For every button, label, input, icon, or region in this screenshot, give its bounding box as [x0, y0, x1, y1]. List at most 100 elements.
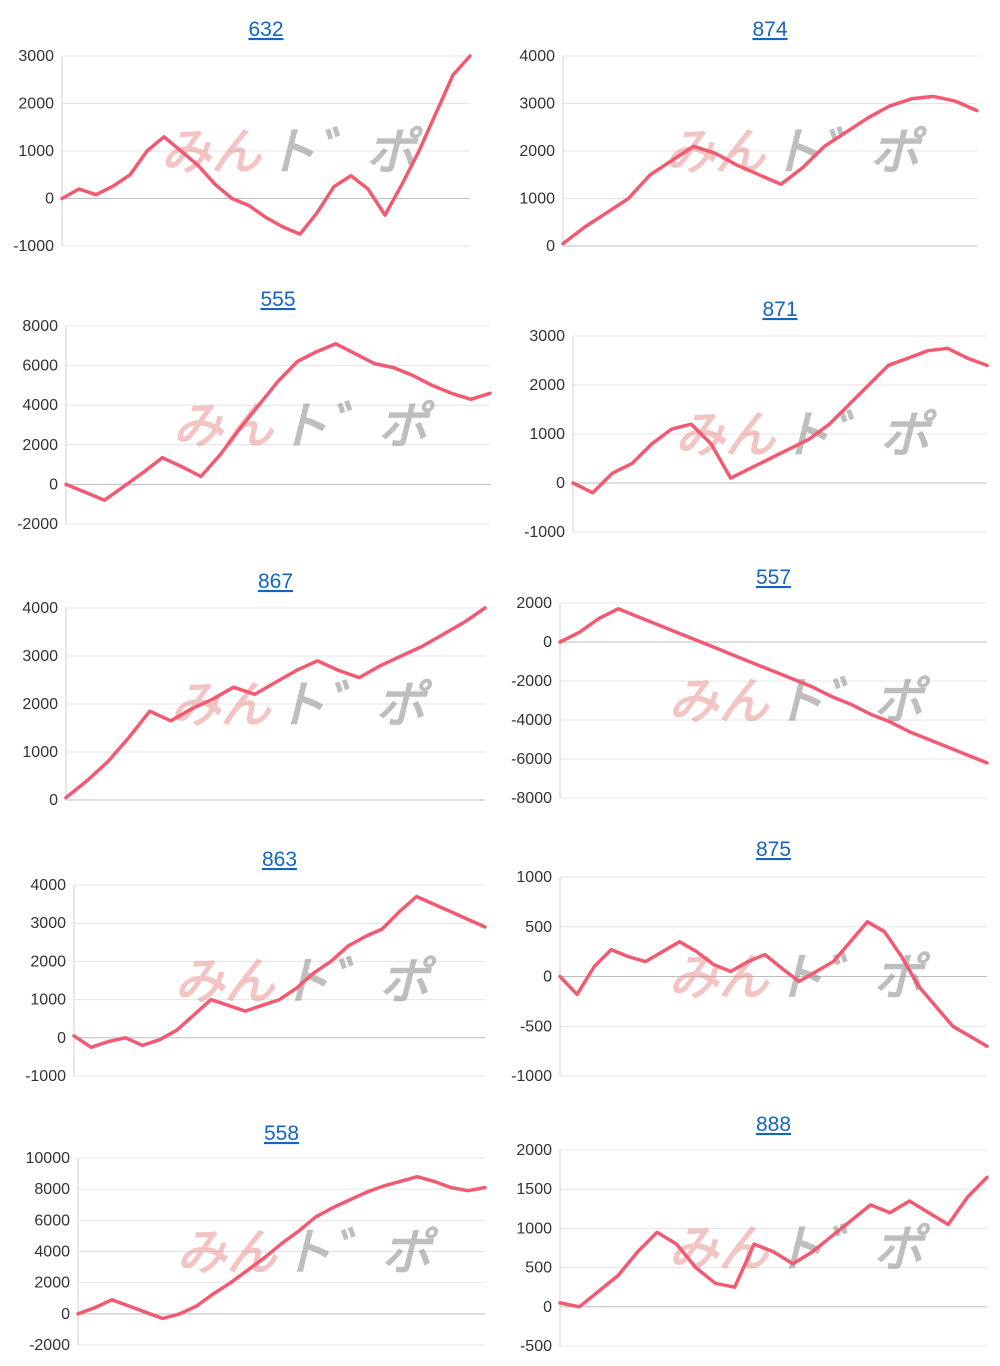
y-tick-label: 0: [57, 1030, 66, 1047]
watermark-logo: ト゛ポ: [276, 676, 434, 734]
line-chart: 632 -1000 0 1000 2000 3000 みん ト゛ポ: [13, 18, 472, 255]
y-tick-label: -1000: [13, 238, 54, 255]
y-tick-label: 10000: [26, 1150, 71, 1167]
y-tick-label: 2000: [516, 595, 552, 612]
watermark-logo: みん: [669, 1220, 771, 1278]
y-tick-label: -2000: [17, 516, 58, 533]
chart-title-link[interactable]: 632: [248, 18, 283, 41]
y-tick-label: 3000: [18, 48, 54, 65]
y-tick-label: 8000: [22, 318, 58, 335]
series-line: [558, 920, 989, 1048]
watermark-logo: みん: [669, 673, 771, 731]
chart-title-link[interactable]: 863: [262, 848, 297, 871]
y-tick-label: 0: [543, 969, 552, 986]
y-tick-label: 2000: [22, 437, 58, 454]
y-tick-label: 6000: [22, 358, 58, 375]
series-line: [561, 94, 979, 246]
watermark-logo: ト゛ポ: [774, 1220, 932, 1278]
series-line: [558, 1175, 989, 1309]
y-tick-label: 3000: [529, 328, 565, 345]
y-tick-label: 0: [45, 191, 54, 208]
y-tick-label: -2000: [511, 673, 552, 690]
series-line: [571, 346, 989, 495]
y-tick-label: 6000: [34, 1212, 70, 1229]
y-tick-label: 2000: [516, 1142, 552, 1159]
y-tick-label: 1000: [22, 744, 58, 761]
y-tick-label: -500: [520, 1018, 552, 1035]
y-tick-label: -1000: [25, 1068, 66, 1085]
series-line: [76, 1174, 487, 1321]
watermark-logo: ト゛ポ: [780, 406, 938, 464]
y-tick-label: 1000: [519, 191, 555, 208]
y-tick-label: 1000: [529, 426, 565, 443]
chart-title-link[interactable]: 557: [756, 566, 791, 589]
y-tick-label: 1000: [516, 869, 552, 886]
y-tick-label: 0: [543, 634, 552, 651]
y-tick-label: 3000: [519, 96, 555, 113]
line-chart: 558 -2000 0 2000 4000 6000 8000 10000 みん ト゛ポ: [26, 1122, 487, 1354]
series-line: [60, 54, 472, 236]
y-tick-label: 500: [525, 1260, 552, 1277]
y-tick-label: -8000: [511, 790, 552, 807]
y-tick-label: 0: [61, 1306, 70, 1323]
y-tick-label: 2000: [529, 377, 565, 394]
chart-title-link[interactable]: 867: [258, 570, 293, 593]
chart-title-link[interactable]: 558: [264, 1122, 299, 1145]
y-tick-label: -2000: [29, 1337, 70, 1354]
y-tick-label: 2000: [519, 143, 555, 160]
y-tick-label: 2000: [22, 696, 58, 713]
y-tick-label: 0: [49, 476, 58, 493]
y-tick-label: 0: [543, 1299, 552, 1316]
y-tick-label: 1500: [516, 1181, 552, 1198]
y-tick-label: 2000: [34, 1275, 70, 1292]
line-chart: 888 -500 0 500 1000 1500 2000 みん ト゛ポ: [516, 1113, 989, 1355]
watermark-logo: みん: [177, 1224, 279, 1282]
y-tick-label: -6000: [511, 751, 552, 768]
series-line: [64, 606, 487, 800]
y-tick-label: 3000: [30, 915, 66, 932]
y-tick-label: 500: [525, 919, 552, 936]
y-tick-label: -1000: [511, 1068, 552, 1085]
watermark-logo: みん: [161, 123, 263, 181]
watermark-logo: ト゛ポ: [282, 1224, 440, 1282]
watermark-logo: みん: [175, 953, 277, 1011]
y-tick-label: 3000: [22, 648, 58, 665]
watermark-logo: ト゛ポ: [774, 949, 932, 1007]
watermark-logo: みん: [675, 406, 777, 464]
y-tick-label: 0: [49, 792, 58, 809]
y-tick-label: 4000: [34, 1244, 70, 1261]
y-tick-label: 1000: [516, 1220, 552, 1237]
chart-title-link[interactable]: 888: [756, 1113, 791, 1136]
y-tick-label: -4000: [511, 712, 552, 729]
y-tick-label: -500: [520, 1338, 552, 1355]
watermark-logo: ト゛ポ: [266, 123, 424, 181]
y-tick-label: -1000: [524, 524, 565, 541]
y-tick-label: 4000: [30, 877, 66, 894]
y-tick-label: 2000: [30, 953, 66, 970]
chart-title-link[interactable]: 555: [260, 288, 295, 311]
series-line: [558, 607, 989, 765]
chart-title-link[interactable]: 875: [756, 838, 791, 861]
watermark-logo: みん: [171, 676, 273, 734]
y-tick-label: 8000: [34, 1181, 70, 1198]
y-tick-label: 1000: [30, 992, 66, 1009]
y-tick-label: 4000: [22, 397, 58, 414]
y-tick-label: 2000: [18, 96, 54, 113]
y-tick-label: 1000: [18, 143, 54, 160]
y-tick-label: 0: [556, 475, 565, 492]
series-line: [72, 894, 487, 1050]
y-tick-label: 4000: [519, 48, 555, 65]
chart-title-link[interactable]: 871: [762, 298, 797, 321]
line-chart: 871 -1000 0 1000 2000 3000 みん ト゛ポ: [524, 298, 989, 541]
series-line: [64, 342, 492, 502]
line-chart: 867 0 1000 2000 3000 4000 みん ト゛ポ: [22, 570, 487, 809]
y-tick-label: 4000: [22, 600, 58, 617]
watermark-logo: ト゛ポ: [278, 397, 436, 455]
y-tick-label: 0: [546, 238, 555, 255]
chart-title-link[interactable]: 874: [752, 18, 787, 41]
